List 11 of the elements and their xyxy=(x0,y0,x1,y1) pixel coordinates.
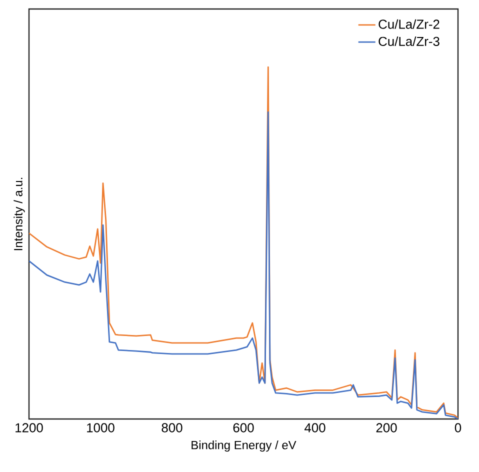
x-axis-title: Binding Energy / eV xyxy=(192,440,296,452)
x-tick-label: 1000 xyxy=(87,423,114,432)
x-tick-label: 400 xyxy=(304,423,326,432)
x-tick-label: 200 xyxy=(376,423,397,432)
x-tick-label: 1200 xyxy=(16,423,43,432)
x-tick-label: 0 xyxy=(454,423,462,432)
legend-label: Cu/La/Zr-3 xyxy=(378,36,440,46)
y-axis-title: Intensity / a.u. xyxy=(14,178,25,250)
x-tick-label: 800 xyxy=(162,423,182,432)
legend-label: Cu/La/Zr-2 xyxy=(378,19,440,29)
x-tick-label: 600 xyxy=(233,423,254,432)
